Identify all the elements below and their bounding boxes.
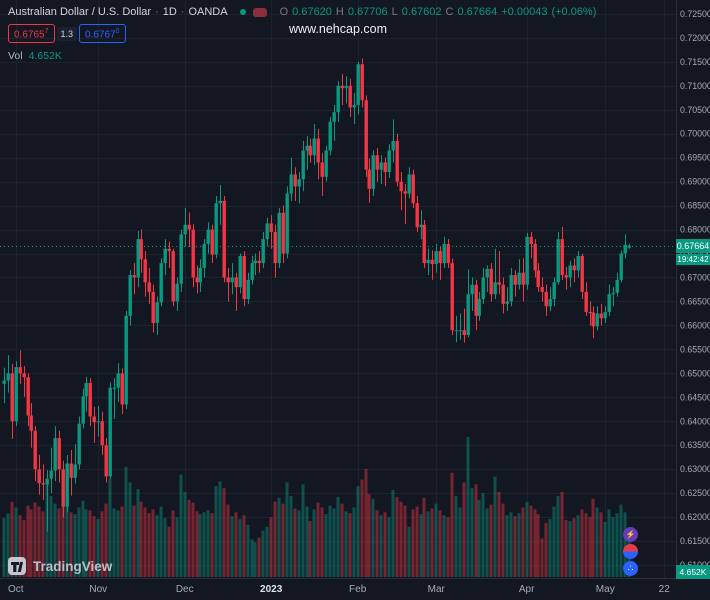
svg-text:2023: 2023	[260, 584, 283, 595]
red-blue-split-icon[interactable]	[623, 544, 638, 559]
svg-text:Nov: Nov	[89, 584, 107, 595]
legend-separator: ·	[155, 6, 159, 18]
svg-text:22: 22	[659, 584, 671, 595]
open-value: 0.67620	[292, 6, 332, 18]
high-label: H	[335, 6, 344, 18]
market-status-dot-icon	[239, 9, 246, 15]
dots-icon[interactable]: ∴	[623, 561, 638, 576]
svg-text:0.63000: 0.63000	[680, 464, 710, 474]
ohlc-values: O 0.67620 H 0.67706 L 0.67602 C 0.67664 +0.0…	[280, 6, 597, 18]
svg-text:Dec: Dec	[176, 584, 194, 595]
high-value: 0.67706	[347, 6, 388, 18]
buy-button[interactable]: 0.67670	[79, 24, 126, 44]
spread-value: 1.3	[56, 26, 78, 41]
volume-axis-badge: 4.652K	[676, 565, 710, 579]
watermark: www.nehcap.com	[289, 22, 387, 36]
svg-text:0.69000: 0.69000	[680, 177, 710, 187]
svg-text:0.68000: 0.68000	[680, 225, 710, 235]
volume-layer	[2, 437, 631, 577]
tradingview-logo-icon	[8, 557, 26, 575]
svg-text:0.70500: 0.70500	[680, 105, 710, 115]
svg-text:Mar: Mar	[428, 584, 446, 595]
svg-text:0.71000: 0.71000	[680, 81, 710, 91]
current-price-badge: 0.67664	[676, 238, 710, 253]
svg-text:May: May	[596, 584, 615, 595]
svg-text:0.65500: 0.65500	[680, 344, 710, 354]
svg-text:0.66000: 0.66000	[680, 320, 710, 330]
candles-layer	[2, 58, 631, 532]
svg-text:0.67000: 0.67000	[680, 272, 710, 282]
lightning-icon[interactable]: ⚡	[623, 527, 638, 542]
volume-indicator-value: 4.652K	[28, 50, 62, 63]
svg-text:0.62500: 0.62500	[680, 488, 710, 498]
volume-indicator-label[interactable]: Vol	[8, 50, 23, 63]
change-value: +0.00043	[501, 6, 548, 18]
svg-text:0.72000: 0.72000	[680, 33, 710, 43]
time-scale[interactable]: Oct Nov Dec 2023 Feb Mar Apr May 22	[8, 584, 670, 595]
symbol-title[interactable]: Australian Dollar / U.S. Dollar	[8, 6, 152, 18]
low-value: 0.67602	[401, 6, 442, 18]
svg-text:0.65000: 0.65000	[680, 368, 710, 378]
bar-countdown-badge: 19:42:42	[676, 253, 710, 265]
svg-text:0.66500: 0.66500	[680, 296, 710, 306]
svg-text:0.62000: 0.62000	[680, 512, 710, 522]
svg-text:0.70000: 0.70000	[680, 129, 710, 139]
svg-text:0.69500: 0.69500	[680, 153, 710, 163]
svg-text:0.71500: 0.71500	[680, 57, 710, 67]
open-label: O	[279, 6, 289, 18]
close-label: C	[445, 6, 454, 18]
price-axis-badges: 0.67664 19:42:42	[676, 238, 710, 265]
legend-flag-icon[interactable]	[252, 7, 267, 17]
tradingview-logo[interactable]: TradingView	[8, 557, 112, 575]
tradingview-logo-text: TradingView	[33, 558, 113, 574]
svg-text:0.64500: 0.64500	[680, 392, 710, 402]
svg-text:0.61500: 0.61500	[680, 536, 710, 546]
close-value: 0.67664	[457, 6, 498, 18]
chart-legend: Australian Dollar / U.S. Dollar · 1D · O…	[8, 6, 596, 62]
svg-text:0.68500: 0.68500	[680, 201, 710, 211]
floating-buttons: ⚡ ∴	[623, 527, 638, 576]
interval-label[interactable]: 1D	[162, 6, 177, 18]
change-percent: (+0.06%)	[551, 6, 597, 18]
svg-text:Feb: Feb	[349, 584, 367, 595]
legend-separator: ·	[180, 6, 185, 18]
low-label: L	[391, 6, 398, 18]
svg-text:Oct: Oct	[8, 584, 24, 595]
svg-text:0.64000: 0.64000	[680, 416, 710, 426]
exchange-label[interactable]: OANDA	[188, 6, 228, 18]
sell-button[interactable]: 0.67657	[8, 24, 55, 44]
svg-text:Apr: Apr	[519, 584, 535, 595]
svg-text:0.72500: 0.72500	[680, 9, 710, 19]
svg-text:0.63500: 0.63500	[680, 440, 710, 450]
